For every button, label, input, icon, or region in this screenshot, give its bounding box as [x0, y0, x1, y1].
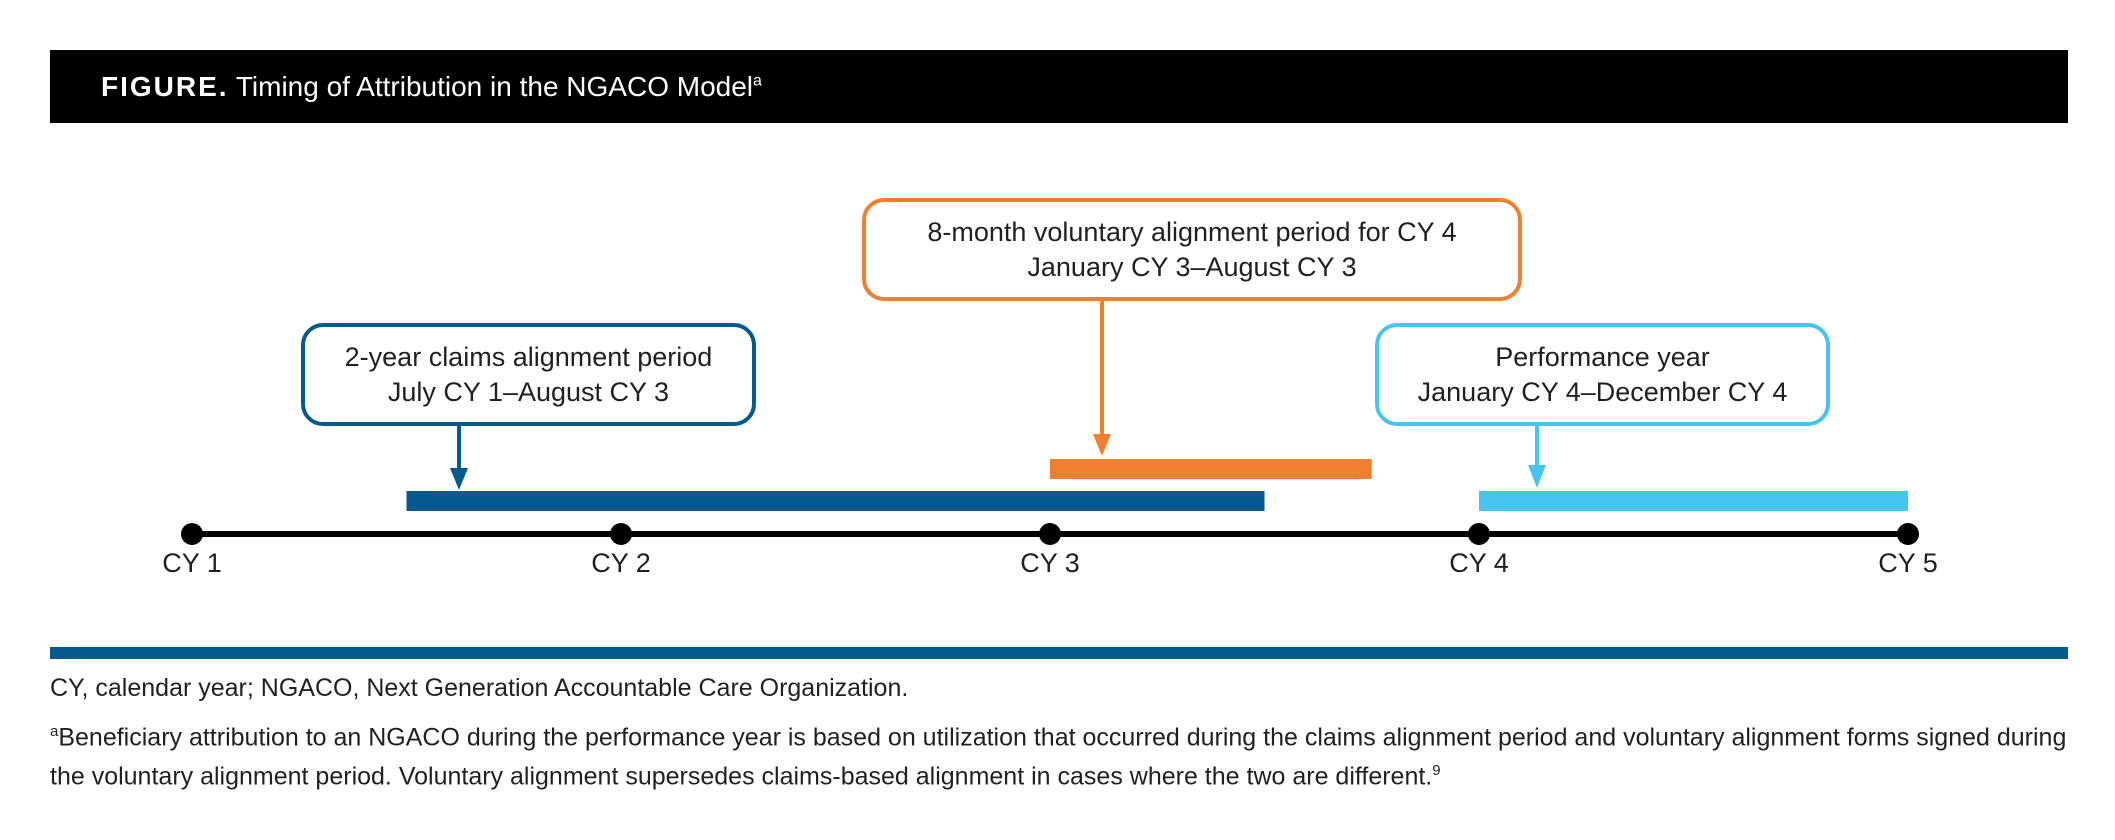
separator-rule — [50, 647, 2068, 659]
footnote-reference: 9 — [1432, 762, 1441, 780]
claims-callout-line2: July CY 1–August CY 3 — [387, 376, 670, 407]
footnote-text: Beneficiary attribution to an NGACO duri… — [50, 723, 2067, 791]
voluntary-callout-line2: January CY 3–August CY 3 — [1027, 251, 1357, 282]
tick-dot — [1897, 523, 1919, 545]
figure-header: FIGURE. Timing of Attribution in the NGA… — [50, 50, 2068, 123]
tick-dot — [1039, 523, 1061, 545]
tick-label: CY 5 — [1878, 548, 1938, 578]
timeline-svg — [181, 300, 1919, 545]
tick-dot — [181, 523, 203, 545]
voluntary-callout-line1: 8-month voluntary alignment period for C… — [927, 216, 1457, 247]
tick-dot — [610, 523, 632, 545]
voluntary-period-bar — [1050, 459, 1372, 479]
voluntary-callout: 8-month voluntary alignment period for C… — [862, 198, 1522, 301]
figure-notes: CY, calendar year; NGACO, Next Generatio… — [50, 672, 2068, 804]
timeline-tick-dots — [181, 523, 1919, 545]
claims-arrowhead — [450, 468, 468, 490]
figure-title-text: Timing of Attribution in the NGACO Model — [235, 70, 754, 102]
claims-callout-line1: 2-year claims alignment period — [344, 341, 713, 372]
voluntary-arrowhead — [1093, 434, 1111, 456]
performance-callout-line1: Performance year — [1495, 341, 1710, 372]
footnote-marker: a — [50, 723, 59, 740]
footnote-a: aBeneficiary attribution to an NGACO dur… — [50, 715, 2068, 794]
abbreviations-note: CY, calendar year; NGACO, Next Generatio… — [50, 674, 909, 702]
tick-label: CY 3 — [1020, 548, 1080, 578]
tick-label: CY 1 — [162, 548, 222, 578]
claims-callout: 2-year claims alignment period July CY 1… — [301, 323, 756, 426]
performance-period-bar — [1479, 491, 1908, 511]
tick-label: CY 4 — [1449, 548, 1509, 578]
tick-dot — [1468, 523, 1490, 545]
performance-callout: Performance year January CY 4–December C… — [1375, 323, 1830, 426]
tick-label: CY 2 — [591, 548, 651, 578]
figure-title: FIGURE. Timing of Attribution in the NGA… — [101, 71, 762, 103]
performance-callout-line2: January CY 4–December CY 4 — [1417, 376, 1788, 407]
figure-label: FIGURE. — [101, 70, 229, 102]
performance-arrowhead — [1528, 465, 1546, 488]
claims-period-bar — [406, 491, 1265, 511]
timeline-diagram: CY 1 CY 2 CY 3 CY 4 CY 5 2-year claims align… — [162, 198, 1938, 578]
figure-title-superscript: a — [753, 72, 762, 90]
